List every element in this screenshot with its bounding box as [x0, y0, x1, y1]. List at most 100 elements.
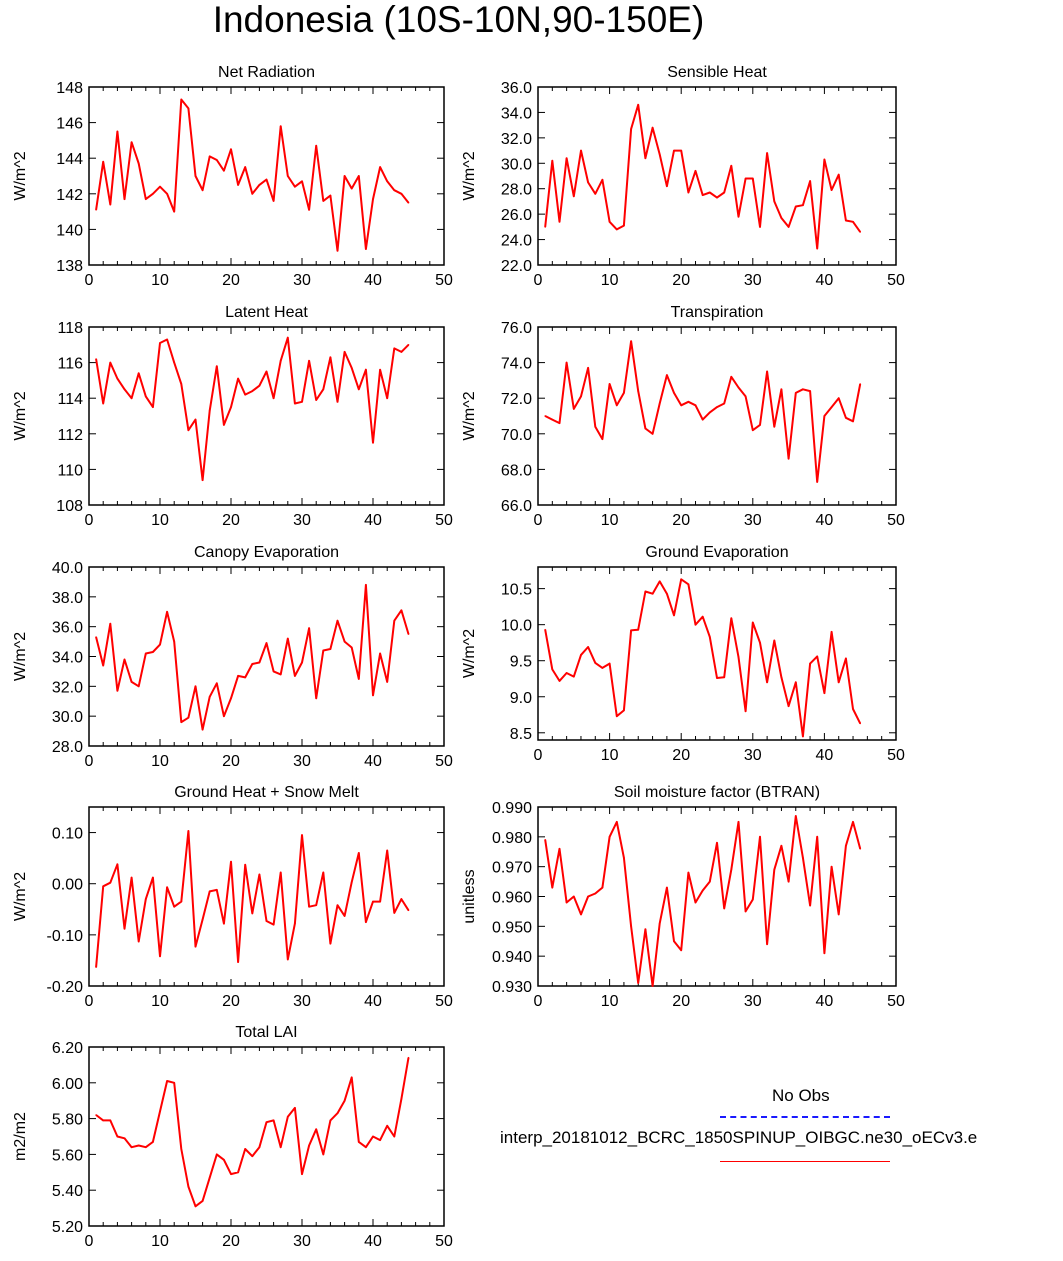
data-point	[159, 185, 161, 188]
data-point	[109, 361, 112, 364]
data-point	[244, 676, 246, 679]
data-point	[551, 886, 554, 889]
data-point	[343, 915, 346, 917]
data-point	[386, 180, 389, 183]
y-tick-label: 0.990	[492, 800, 532, 817]
data-point	[358, 678, 360, 680]
data-point	[251, 663, 254, 665]
y-tick-label: 144	[56, 151, 83, 168]
data-point	[837, 913, 840, 916]
data-point	[608, 836, 611, 838]
data-point	[365, 368, 367, 371]
y-tick-label: 0.10	[52, 826, 83, 843]
data-point	[301, 1173, 303, 1175]
data-point	[752, 177, 754, 180]
data-point	[680, 578, 682, 581]
y-tick-label: 30.0	[501, 156, 532, 173]
data-point	[152, 193, 154, 195]
data-point	[322, 200, 325, 202]
data-point	[329, 648, 332, 650]
panel-frame	[537, 566, 897, 741]
data-point	[565, 901, 568, 904]
data-point	[400, 1098, 403, 1100]
data-point	[852, 821, 854, 823]
data-point	[565, 361, 568, 364]
data-point	[95, 1114, 97, 1116]
data-point	[573, 195, 575, 198]
data-point	[265, 642, 268, 644]
data-point	[315, 1128, 318, 1131]
series-line	[544, 103, 862, 250]
data-point	[208, 1176, 211, 1179]
data-point	[265, 370, 268, 373]
data-point	[630, 925, 632, 928]
y-tick-label: 114	[57, 391, 83, 408]
data-point	[123, 388, 126, 391]
panel-title: Canopy Evaporation	[194, 544, 339, 561]
data-point	[737, 656, 740, 658]
data-point	[358, 852, 360, 854]
x-tick-label: 10	[601, 747, 619, 764]
data-point	[694, 901, 697, 904]
data-point	[630, 128, 632, 130]
data-point	[180, 721, 183, 723]
data-point	[601, 886, 604, 889]
x-tick-label: 20	[672, 512, 690, 529]
data-point	[673, 149, 675, 152]
data-point	[852, 420, 854, 423]
data-point	[637, 628, 639, 631]
x-tick-label: 20	[222, 753, 240, 770]
y-tick-label: 34.0	[52, 650, 83, 667]
y-tick-label: 118	[57, 320, 83, 337]
y-tick-label: 10.0	[501, 618, 532, 635]
data-point	[637, 982, 639, 984]
panel-title: Sensible Heat	[667, 64, 767, 81]
data-point	[251, 912, 254, 915]
data-point	[787, 457, 790, 460]
data-point	[787, 705, 790, 707]
data-point	[287, 958, 289, 961]
data-point	[244, 393, 246, 396]
data-point	[152, 1141, 154, 1143]
data-point	[601, 667, 604, 669]
data-point	[687, 871, 690, 874]
data-point	[787, 226, 790, 228]
data-point	[386, 849, 389, 852]
data-point	[780, 217, 783, 219]
panel-title: Latent Heat	[225, 304, 308, 321]
data-point	[744, 710, 747, 712]
x-tick-label: 40	[816, 272, 834, 289]
data-point	[766, 681, 768, 684]
x-tick-label: 20	[672, 747, 690, 764]
data-point	[258, 661, 261, 664]
data-point	[258, 184, 261, 186]
data-point	[709, 880, 711, 883]
data-point	[372, 694, 374, 697]
data-point	[265, 920, 268, 922]
data-point	[279, 871, 282, 874]
y-tick-label: 138	[56, 258, 83, 275]
legend-obs-label: No Obs	[772, 1086, 830, 1105]
y-tick-label: -0.10	[47, 928, 84, 945]
data-point	[737, 386, 740, 389]
data-point	[216, 1153, 218, 1156]
y-tick-label: 5.80	[52, 1112, 83, 1129]
data-point	[730, 617, 733, 619]
data-point	[393, 619, 396, 622]
data-point	[343, 351, 346, 353]
y-tick-label: 0.970	[492, 860, 532, 877]
series-line	[544, 815, 862, 987]
data-point	[623, 392, 625, 394]
y-tick-label: 112	[57, 427, 83, 444]
data-point	[258, 384, 261, 387]
data-point	[109, 622, 112, 625]
data-point	[315, 399, 318, 401]
data-point	[666, 886, 668, 889]
data-point	[123, 927, 126, 930]
data-point	[365, 921, 367, 923]
data-point	[145, 898, 147, 900]
data-point	[350, 881, 353, 883]
data-point	[823, 692, 826, 694]
data-point	[279, 1146, 282, 1148]
data-point	[180, 98, 183, 101]
